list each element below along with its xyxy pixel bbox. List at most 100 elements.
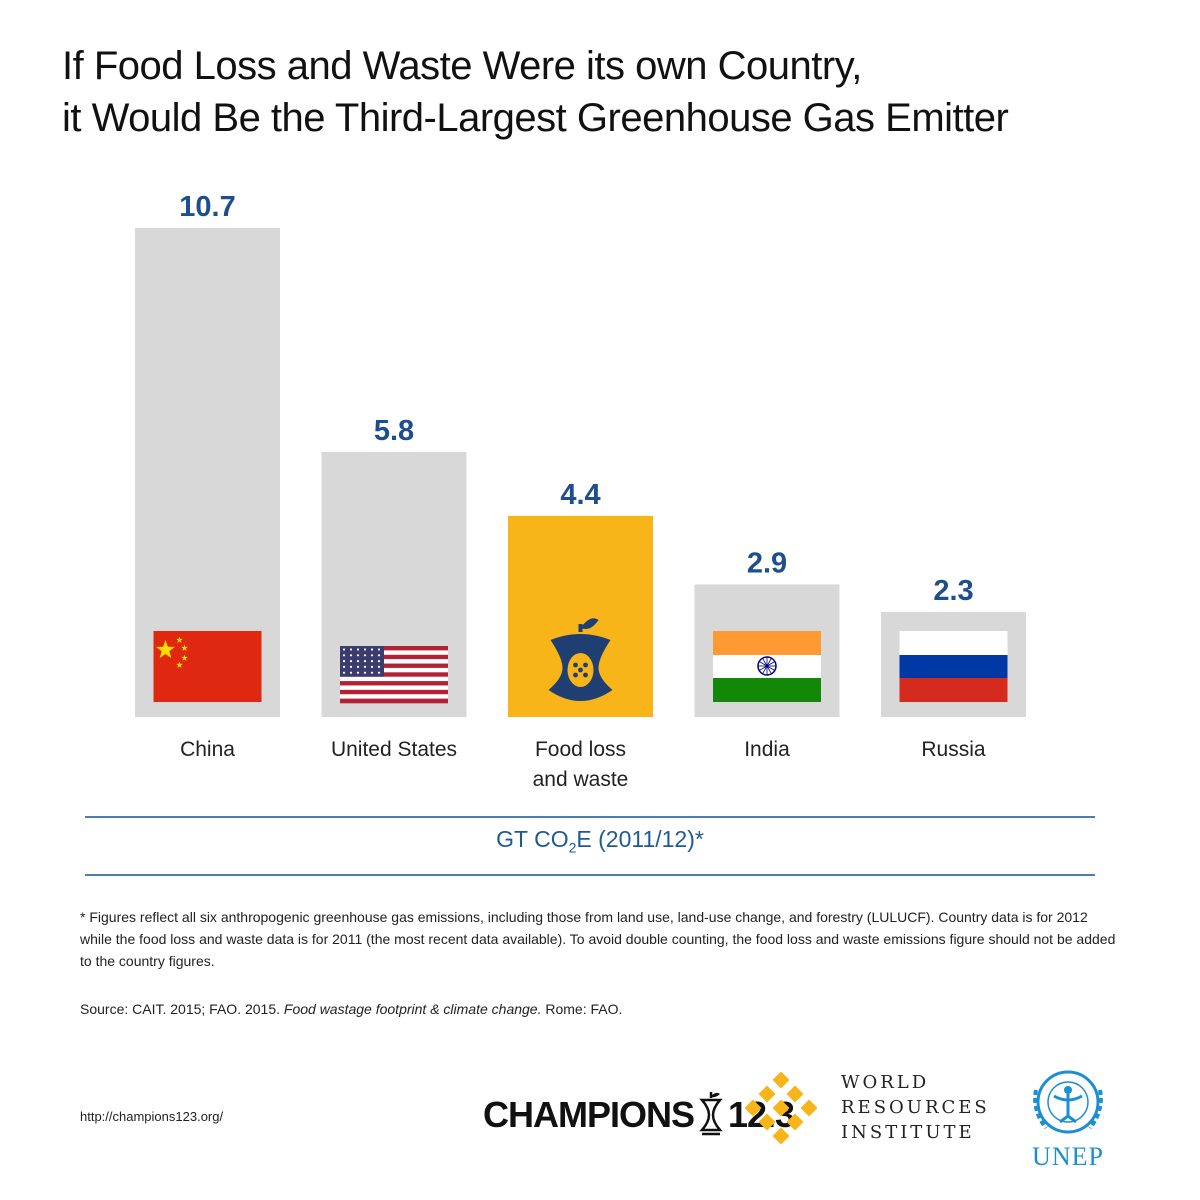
us-flag-star: [370, 665, 374, 669]
india-flag-chakra-spoke: [766, 665, 772, 674]
russia-flag-white: [899, 631, 1008, 655]
us-flag-star: [342, 660, 346, 663]
india-flag-chakra-spoke: [766, 661, 775, 667]
us-flag-icon: [340, 646, 448, 704]
apple-seed-5: [583, 672, 588, 678]
india-flag-chakra-spoke: [762, 658, 768, 667]
us-flag-star: [363, 671, 367, 674]
us-flag-star: [342, 654, 346, 657]
value-label-3: 4.4: [560, 479, 600, 511]
source-suffix: Rome: FAO.: [541, 1001, 623, 1017]
wri-word-1: WORLD: [841, 1072, 930, 1093]
us-flag-stripe-3: [340, 654, 448, 660]
us-flag-star: [349, 660, 353, 663]
footnote: * Figures reflect all six anthropogenic …: [80, 909, 1116, 969]
us-flag-star: [377, 660, 381, 663]
us-flag-stripe-9: [340, 681, 448, 686]
india-flag-chakra-spoke: [766, 658, 772, 667]
us-flag-star: [342, 665, 346, 669]
us-flag-stripe-10: [340, 685, 448, 691]
us-flag-star: [370, 654, 374, 657]
apple-core-icon: [699, 1092, 723, 1136]
apple-core-icon: [548, 618, 613, 701]
title-line-1: If Food Loss and Waste Were its own Coun…: [62, 44, 862, 88]
us-flag-star: [377, 654, 381, 657]
category-label-3-line-2: and waste: [533, 768, 629, 791]
category-label-4: India: [744, 738, 790, 761]
russia-flag-red: [899, 678, 1008, 702]
category-label-3: Food loss: [535, 738, 626, 761]
unep-logo: UNEP: [1008, 1060, 1128, 1172]
china-flag-small-star-2: [181, 644, 188, 651]
us-flag-star: [377, 671, 381, 674]
us-flag-star: [356, 654, 360, 657]
us-flag-star: [356, 671, 360, 674]
apple-seed-4: [573, 672, 578, 678]
us-flag-star: [363, 660, 367, 663]
us-flag-stripe-8: [340, 676, 448, 682]
us-flag-star: [342, 648, 346, 651]
wri-logo-text: WORLD RESOURCES INSTITUTE: [841, 1070, 990, 1145]
value-label-4: 2.9: [747, 547, 787, 579]
us-flag-stripe-11: [340, 689, 448, 695]
us-flag-star: [377, 665, 381, 669]
wri-word-2: RESOURCES: [841, 1097, 990, 1118]
wri-word-3: INSTITUTE: [841, 1122, 975, 1143]
wri-knot-icon: [745, 1071, 817, 1144]
india-flag-chakra-spoke: [759, 661, 768, 667]
unit-label-prefix: GT CO: [496, 826, 569, 852]
unit-label: GT CO2E (2011/12)*: [0, 826, 1200, 856]
china-flag-small-star-1: [176, 636, 183, 643]
chart-title: If Food Loss and Waste Were its own Coun…: [62, 40, 1162, 144]
value-label-2: 5.8: [374, 415, 414, 447]
us-flag-stripe-6: [340, 667, 448, 673]
india-flag-chakra-spoke: [759, 665, 768, 671]
us-flag-star: [370, 671, 374, 674]
source-title: Food wastage footprint & climate change.: [283, 1001, 542, 1017]
unit-top-rule: [85, 816, 1095, 818]
bar-chart: 10.7 China 5.8 United States 4.4 Food loss and…: [135, 191, 1026, 791]
apple-seed-3: [578, 667, 583, 673]
india-flag-chakra-spoke: [762, 665, 768, 674]
china-flag-small-star-3: [181, 654, 188, 661]
us-flag-star: [356, 660, 360, 663]
us-flag-star: [363, 665, 367, 669]
china-flag-field: [153, 631, 262, 702]
source-prefix: Source: CAIT. 2015; FAO. 2015.: [80, 1001, 284, 1017]
us-flag-stripe-7: [340, 672, 448, 677]
china-flag-big-star: [155, 640, 176, 659]
value-label-5: 2.3: [933, 575, 973, 607]
website-url[interactable]: http://champions123.org/: [80, 1109, 224, 1124]
source-note: Source: CAIT. 2015; FAO. 2015. Food wast…: [80, 1001, 1120, 1017]
category-label-1: China: [180, 738, 235, 761]
india-flag-green: [713, 678, 821, 702]
india-flag-icon: [713, 631, 821, 702]
us-flag-star: [342, 671, 346, 674]
category-label-2: United States: [331, 738, 457, 761]
unep-logo-text: UNEP: [1032, 1142, 1104, 1171]
wri-logo: WORLD RESOURCES INSTITUTE: [745, 1070, 990, 1145]
us-flag-star: [363, 654, 367, 657]
us-flag-star: [356, 665, 360, 669]
china-flag-small-star-4: [176, 661, 183, 668]
us-flag-stripe-1: [340, 646, 448, 651]
us-flag-stripe-5: [340, 663, 448, 669]
title-line-2: it Would Be the Third-Largest Greenhouse…: [62, 96, 1009, 140]
us-flag-star: [349, 665, 353, 669]
us-flag-star: [370, 648, 374, 651]
us-flag-stripe-12: [340, 694, 448, 699]
us-flag-canton: [340, 646, 384, 677]
us-flag-stripe-2: [340, 650, 448, 656]
category-label-5: Russia: [921, 738, 986, 761]
us-flag-stripe-4: [340, 659, 448, 664]
apple-seed-1: [573, 662, 578, 668]
apple-leaf: [580, 618, 599, 629]
us-flag-star: [349, 654, 353, 657]
champions-logo: CHAMPIONS 12.3: [483, 1090, 795, 1140]
us-flag-star: [363, 648, 367, 651]
china-flag-icon: [153, 631, 262, 702]
india-flag-saffron: [713, 631, 821, 655]
us-flag-star: [370, 660, 374, 663]
us-flag-star: [356, 648, 360, 651]
india-flag-chakra-spoke: [766, 665, 775, 671]
